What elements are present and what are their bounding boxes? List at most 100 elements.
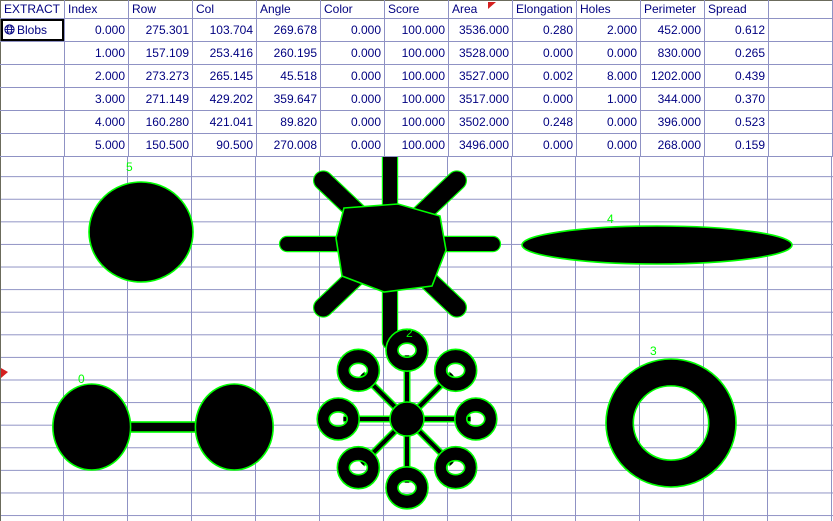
label-cell[interactable] (0, 110, 65, 134)
cell-spread[interactable]: 0.523 (704, 110, 769, 134)
cell-score[interactable]: 100.000 (384, 64, 449, 88)
table-row[interactable]: 2.000 273.273 265.145 45.518 0.000 100.000 352… (0, 64, 833, 88)
column-header-perimeter[interactable]: Perimeter (640, 0, 705, 19)
cell-index[interactable]: 4.000 (64, 110, 129, 134)
cell-col[interactable]: 253.416 (192, 41, 257, 65)
cell-row[interactable]: 160.280 (128, 110, 193, 134)
cell-holes[interactable]: 0.000 (576, 41, 641, 65)
cell-index[interactable]: 5.000 (64, 133, 129, 157)
selected-cell-blobs[interactable]: Blobs (0, 18, 65, 42)
column-header-holes[interactable]: Holes (576, 0, 641, 19)
cell-angle[interactable]: 359.647 (256, 87, 321, 111)
cell-color[interactable]: 0.000 (320, 87, 385, 111)
table-row[interactable]: Blobs 0.000 275.301 103.704 269.678 0.000 100.… (0, 18, 833, 42)
cell-spread[interactable]: 0.370 (704, 87, 769, 111)
cell-elongation[interactable]: 0.248 (512, 110, 577, 134)
table-header-row: EXTRACT Index Row Col Angle Color Score … (0, 0, 833, 19)
column-header-col[interactable]: Col (192, 0, 257, 19)
cell-area[interactable]: 3528.000 (448, 41, 513, 65)
cell-angle[interactable]: 269.678 (256, 18, 321, 42)
cell-area[interactable]: 3527.000 (448, 64, 513, 88)
cell-col[interactable]: 421.041 (192, 110, 257, 134)
cell-holes[interactable]: 0.000 (576, 110, 641, 134)
cell-color[interactable]: 0.000 (320, 18, 385, 42)
cell-extra[interactable] (768, 41, 833, 65)
cell-elongation[interactable]: 0.002 (512, 64, 577, 88)
cell-row[interactable]: 273.273 (128, 64, 193, 88)
label-cell[interactable] (0, 133, 65, 157)
cell-holes[interactable]: 1.000 (576, 87, 641, 111)
cell-extra[interactable] (768, 18, 833, 42)
table-row[interactable]: 4.000 160.280 421.041 89.820 0.000 100.000 350… (0, 110, 833, 134)
cell-perimeter[interactable]: 830.000 (640, 41, 705, 65)
cell-holes[interactable]: 8.000 (576, 64, 641, 88)
cell-perimeter[interactable]: 344.000 (640, 87, 705, 111)
cell-area[interactable]: 3536.000 (448, 18, 513, 42)
column-header-index[interactable]: Index (64, 0, 129, 19)
cell-row[interactable]: 271.149 (128, 87, 193, 111)
column-header-area[interactable]: Area (448, 0, 513, 19)
cell-color[interactable]: 0.000 (320, 64, 385, 88)
cell-spread[interactable]: 0.159 (704, 133, 769, 157)
cell-perimeter[interactable]: 1202.000 (640, 64, 705, 88)
label-cell[interactable] (0, 64, 65, 88)
column-header-score[interactable]: Score (384, 0, 449, 19)
cell-color[interactable]: 0.000 (320, 133, 385, 157)
column-header-color[interactable]: Color (320, 0, 385, 19)
cell-spread[interactable]: 0.612 (704, 18, 769, 42)
table-row[interactable]: 1.000 157.109 253.416 260.195 0.000 100.000 35… (0, 41, 833, 65)
cell-holes[interactable]: 2.000 (576, 18, 641, 42)
column-header-elongation[interactable]: Elongation (512, 0, 577, 19)
cell-col[interactable]: 103.704 (192, 18, 257, 42)
cell-extra[interactable] (768, 133, 833, 157)
cell-angle[interactable]: 260.195 (256, 41, 321, 65)
cell-score[interactable]: 100.000 (384, 87, 449, 111)
cell-index[interactable]: 1.000 (64, 41, 129, 65)
cell-color[interactable]: 0.000 (320, 41, 385, 65)
cell-col[interactable]: 265.145 (192, 64, 257, 88)
cell-score[interactable]: 100.000 (384, 133, 449, 157)
blob-0-label: 0 (78, 372, 85, 386)
cell-index[interactable]: 0.000 (64, 18, 129, 42)
cell-extra[interactable] (768, 110, 833, 134)
table-row[interactable]: 3.000 271.149 429.202 359.647 0.000 100.000 35… (0, 87, 833, 111)
column-header-blank[interactable] (768, 0, 833, 19)
cell-spread[interactable]: 0.439 (704, 64, 769, 88)
cell-angle[interactable]: 270.008 (256, 133, 321, 157)
cell-elongation[interactable]: 0.000 (512, 87, 577, 111)
cell-area[interactable]: 3496.000 (448, 133, 513, 157)
column-header-angle[interactable]: Angle (256, 0, 321, 19)
column-header-row[interactable]: Row (128, 0, 193, 19)
cell-row[interactable]: 275.301 (128, 18, 193, 42)
cell-index[interactable]: 3.000 (64, 87, 129, 111)
label-cell[interactable] (0, 41, 65, 65)
column-header-spread[interactable]: Spread (704, 0, 769, 19)
cell-col[interactable]: 90.500 (192, 133, 257, 157)
table-row[interactable]: 5.000 150.500 90.500 270.008 0.000 100.000 349… (0, 133, 833, 157)
results-table[interactable]: EXTRACT Index Row Col Angle Color Score … (0, 0, 833, 157)
cell-score[interactable]: 100.000 (384, 18, 449, 42)
cell-col[interactable]: 429.202 (192, 87, 257, 111)
cell-perimeter[interactable]: 452.000 (640, 18, 705, 42)
cell-score[interactable]: 100.000 (384, 41, 449, 65)
cell-elongation[interactable]: 0.000 (512, 41, 577, 65)
cell-elongation[interactable]: 0.000 (512, 133, 577, 157)
cell-area[interactable]: 3502.000 (448, 110, 513, 134)
cell-perimeter[interactable]: 268.000 (640, 133, 705, 157)
cell-perimeter[interactable]: 396.000 (640, 110, 705, 134)
cell-elongation[interactable]: 0.280 (512, 18, 577, 42)
cell-row[interactable]: 150.500 (128, 133, 193, 157)
cell-index[interactable]: 2.000 (64, 64, 129, 88)
cell-score[interactable]: 100.000 (384, 110, 449, 134)
cell-row[interactable]: 157.109 (128, 41, 193, 65)
cell-area[interactable]: 3517.000 (448, 87, 513, 111)
cell-extra[interactable] (768, 64, 833, 88)
cell-angle[interactable]: 89.820 (256, 110, 321, 134)
cell-holes[interactable]: 0.000 (576, 133, 641, 157)
column-header-extract[interactable]: EXTRACT (0, 0, 65, 19)
cell-extra[interactable] (768, 87, 833, 111)
cell-color[interactable]: 0.000 (320, 110, 385, 134)
cell-angle[interactable]: 45.518 (256, 64, 321, 88)
cell-spread[interactable]: 0.265 (704, 41, 769, 65)
label-cell[interactable] (0, 87, 65, 111)
